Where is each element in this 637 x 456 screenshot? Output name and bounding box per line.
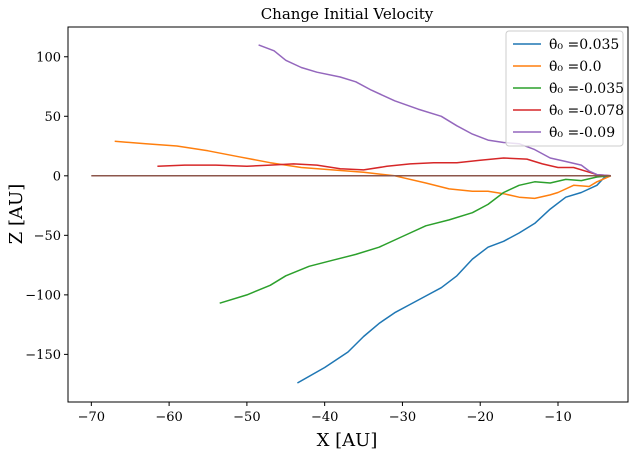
y-tick-label: −150 <box>25 348 61 363</box>
series-line-3 <box>157 157 611 177</box>
x-tick-label: −60 <box>155 410 182 425</box>
y-ticks: −150 −100 −50 0 50 100 <box>25 50 68 363</box>
y-tick-label: 0 <box>53 169 61 184</box>
y-tick-label: −100 <box>25 288 61 303</box>
x-tick-label: −40 <box>311 410 338 425</box>
legend-box <box>505 30 624 147</box>
chart-title: Change Initial Velocity <box>261 5 434 23</box>
y-tick-label: −50 <box>34 229 61 244</box>
legend-label-0: θ̇₀ =0.035 <box>549 37 619 53</box>
y-tick-label: 50 <box>44 110 61 125</box>
series-layer <box>91 44 612 384</box>
y-axis-label: Z [AU] <box>6 184 27 244</box>
legend-label-2: θ̇₀ =-0.035 <box>549 81 624 97</box>
x-axis-label: X [AU] <box>317 430 378 451</box>
x-tick-label: −30 <box>389 410 416 425</box>
series-line-0 <box>297 175 612 384</box>
series-line-1 <box>114 140 612 200</box>
x-tick-label: −50 <box>233 410 260 425</box>
x-tick-label: −20 <box>467 410 494 425</box>
x-ticks: −70 −60 −50 −40 −30 −20 −10 <box>78 402 572 425</box>
legend-label-4: θ̇₀ =-0.09 <box>549 125 615 141</box>
legend-label-3: θ̇₀ =-0.078 <box>549 103 624 119</box>
y-tick-label: 100 <box>36 50 61 65</box>
series-line-4 <box>258 44 611 177</box>
legend-label-1: θ̇₀ =0.0 <box>549 59 602 75</box>
x-tick-label: −10 <box>544 410 571 425</box>
x-tick-label: −70 <box>78 410 105 425</box>
legend: θ̇₀ =0.035 θ̇₀ =0.0 θ̇₀ =-0.035 θ̇₀ =-0.078… <box>505 30 624 147</box>
series-line-2 <box>219 175 611 304</box>
